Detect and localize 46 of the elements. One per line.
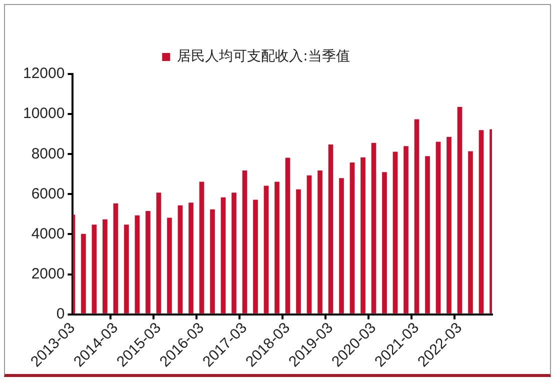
bar — [468, 151, 473, 314]
bar — [446, 136, 452, 314]
bar — [404, 146, 408, 314]
bar — [156, 192, 162, 314]
bar — [285, 158, 290, 314]
bar — [134, 215, 140, 314]
y-tick-label: 4000 — [31, 225, 65, 242]
y-tick-label: 0 — [56, 305, 65, 322]
bar — [242, 170, 248, 314]
bar — [81, 234, 86, 314]
y-tick-label: 12000 — [22, 65, 65, 82]
bar — [264, 186, 269, 314]
bar — [296, 189, 301, 314]
bar — [436, 142, 441, 314]
bar — [220, 197, 226, 314]
bar — [113, 203, 118, 314]
bar — [102, 219, 108, 314]
bar — [146, 211, 150, 314]
bar — [253, 200, 258, 314]
legend-label: 居民人均可支配收入:当季值 — [177, 48, 350, 65]
bar — [350, 162, 355, 314]
bar — [274, 182, 280, 314]
bar — [167, 218, 172, 314]
bar — [382, 172, 387, 314]
bar — [232, 192, 236, 314]
bar — [371, 142, 376, 314]
bar — [339, 178, 344, 314]
bar — [392, 152, 398, 314]
bar — [457, 106, 462, 314]
bar — [124, 224, 129, 314]
bar — [178, 205, 183, 314]
y-tick-label: 8000 — [31, 145, 65, 162]
bar — [210, 209, 215, 314]
bar — [318, 170, 322, 314]
bar — [188, 202, 194, 314]
bar — [425, 156, 430, 314]
bar — [199, 182, 204, 314]
bar — [328, 144, 334, 314]
bar — [478, 130, 484, 314]
bar — [92, 224, 97, 314]
bar — [306, 175, 312, 314]
y-tick-label: 2000 — [31, 265, 65, 282]
y-tick-label: 6000 — [31, 185, 65, 202]
y-tick-label: 10000 — [22, 105, 65, 122]
bar — [414, 119, 420, 314]
bar — [360, 157, 366, 314]
